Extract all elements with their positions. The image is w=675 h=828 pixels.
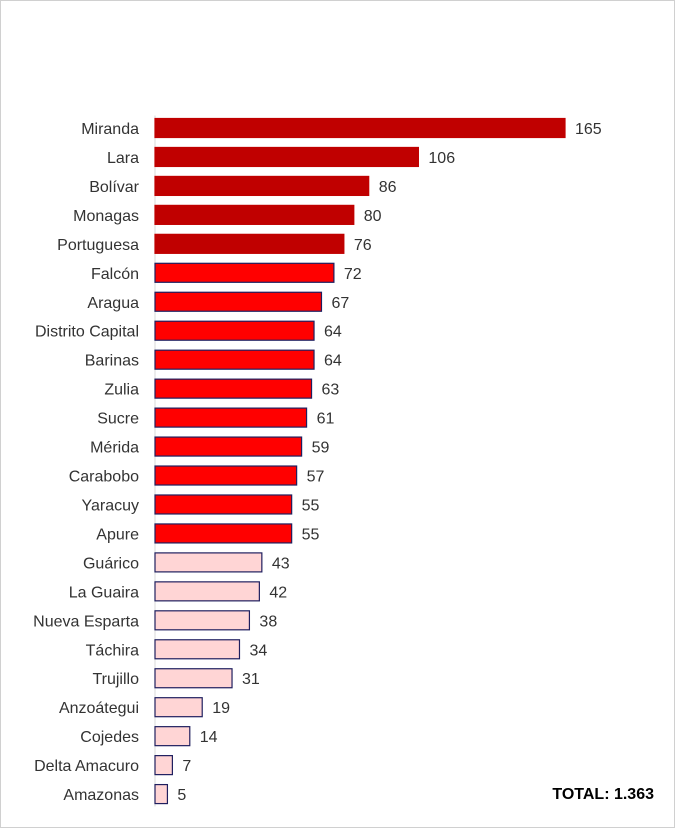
bar-zulia [154,378,313,399]
value-label-tachira: 34 [249,642,267,659]
value-label-aragua: 67 [331,295,349,312]
category-label-nueva-esparta: Nueva Esparta [33,613,139,630]
category-label-guarico: Guárico [83,555,139,572]
value-label-apure: 55 [302,526,320,543]
category-label-la-guaira: La Guaira [69,584,139,601]
category-label-carabobo: Carabobo [69,469,139,486]
value-label-monagas: 80 [364,208,382,225]
bar-cojedes [154,726,191,747]
category-label-distrito-capital: Distrito Capital [35,324,139,341]
value-label-anzoategui: 19 [212,700,230,717]
bar-miranda [154,117,566,139]
value-label-portuguesa: 76 [354,237,372,254]
category-label-lara: Lara [107,150,139,167]
bar-yaracuy [154,494,293,515]
value-label-delta-amacuro: 7 [182,758,191,775]
bar-la-guaira [154,581,260,602]
bar-trujillo [154,668,233,689]
bar-anzoategui [154,697,203,718]
value-label-cojedes: 14 [200,729,218,746]
bar-nueva-esparta [154,610,251,631]
category-label-bolivar: Bolívar [89,179,139,196]
bar-barinas [154,349,315,370]
bar-portuguesa [154,233,345,254]
value-label-bolivar: 86 [379,179,397,196]
category-label-monagas: Monagas [73,208,139,225]
category-label-aragua: Aragua [87,295,139,312]
value-label-falcon: 72 [344,266,362,283]
bar-aragua [154,291,323,312]
value-label-nueva-esparta: 38 [259,613,277,630]
bar-amazonas [154,783,169,805]
bar-sucre [154,407,308,428]
value-label-sucre: 61 [317,411,335,428]
category-label-merida: Mérida [90,440,139,457]
category-label-amazonas: Amazonas [63,787,139,804]
bar-lara [154,146,419,168]
category-label-portuguesa: Portuguesa [57,237,139,254]
category-label-trujillo: Trujillo [92,671,139,688]
value-label-guarico: 43 [272,555,290,572]
bar-distrito-capital [154,320,315,341]
value-label-miranda: 165 [575,121,602,138]
category-label-tachira: Táchira [86,642,139,659]
bar-bolivar [154,175,370,197]
category-label-apure: Apure [96,526,139,543]
value-label-amazonas: 5 [177,787,186,804]
bar-apure [154,523,293,544]
bar-delta-amacuro [154,755,173,776]
category-label-cojedes: Cojedes [80,729,139,746]
category-label-sucre: Sucre [97,411,139,428]
value-label-trujillo: 31 [242,671,260,688]
category-label-barinas: Barinas [85,353,139,370]
value-label-la-guaira: 42 [269,584,287,601]
bar-monagas [154,204,355,225]
bar-carabobo [154,465,298,486]
category-label-delta-amacuro: Delta Amacuro [34,758,139,775]
category-label-miranda: Miranda [81,121,139,138]
value-label-zulia: 63 [322,382,340,399]
value-label-barinas: 64 [324,353,342,370]
value-label-lara: 106 [428,150,455,167]
category-label-yaracuy: Yaracuy [81,497,139,514]
value-label-merida: 59 [312,440,330,457]
value-label-yaracuy: 55 [302,497,320,514]
category-label-zulia: Zulia [104,382,139,399]
bar-falcon [154,262,335,283]
total-label: TOTAL: 1.363 [552,786,654,803]
bar-merida [154,436,303,457]
category-label-falcon: Falcón [91,266,139,283]
value-label-distrito-capital: 64 [324,324,342,341]
value-label-carabobo: 57 [307,469,325,486]
category-label-anzoategui: Anzoátegui [59,700,139,717]
bar-tachira [154,639,241,660]
bar-guarico [154,552,263,573]
